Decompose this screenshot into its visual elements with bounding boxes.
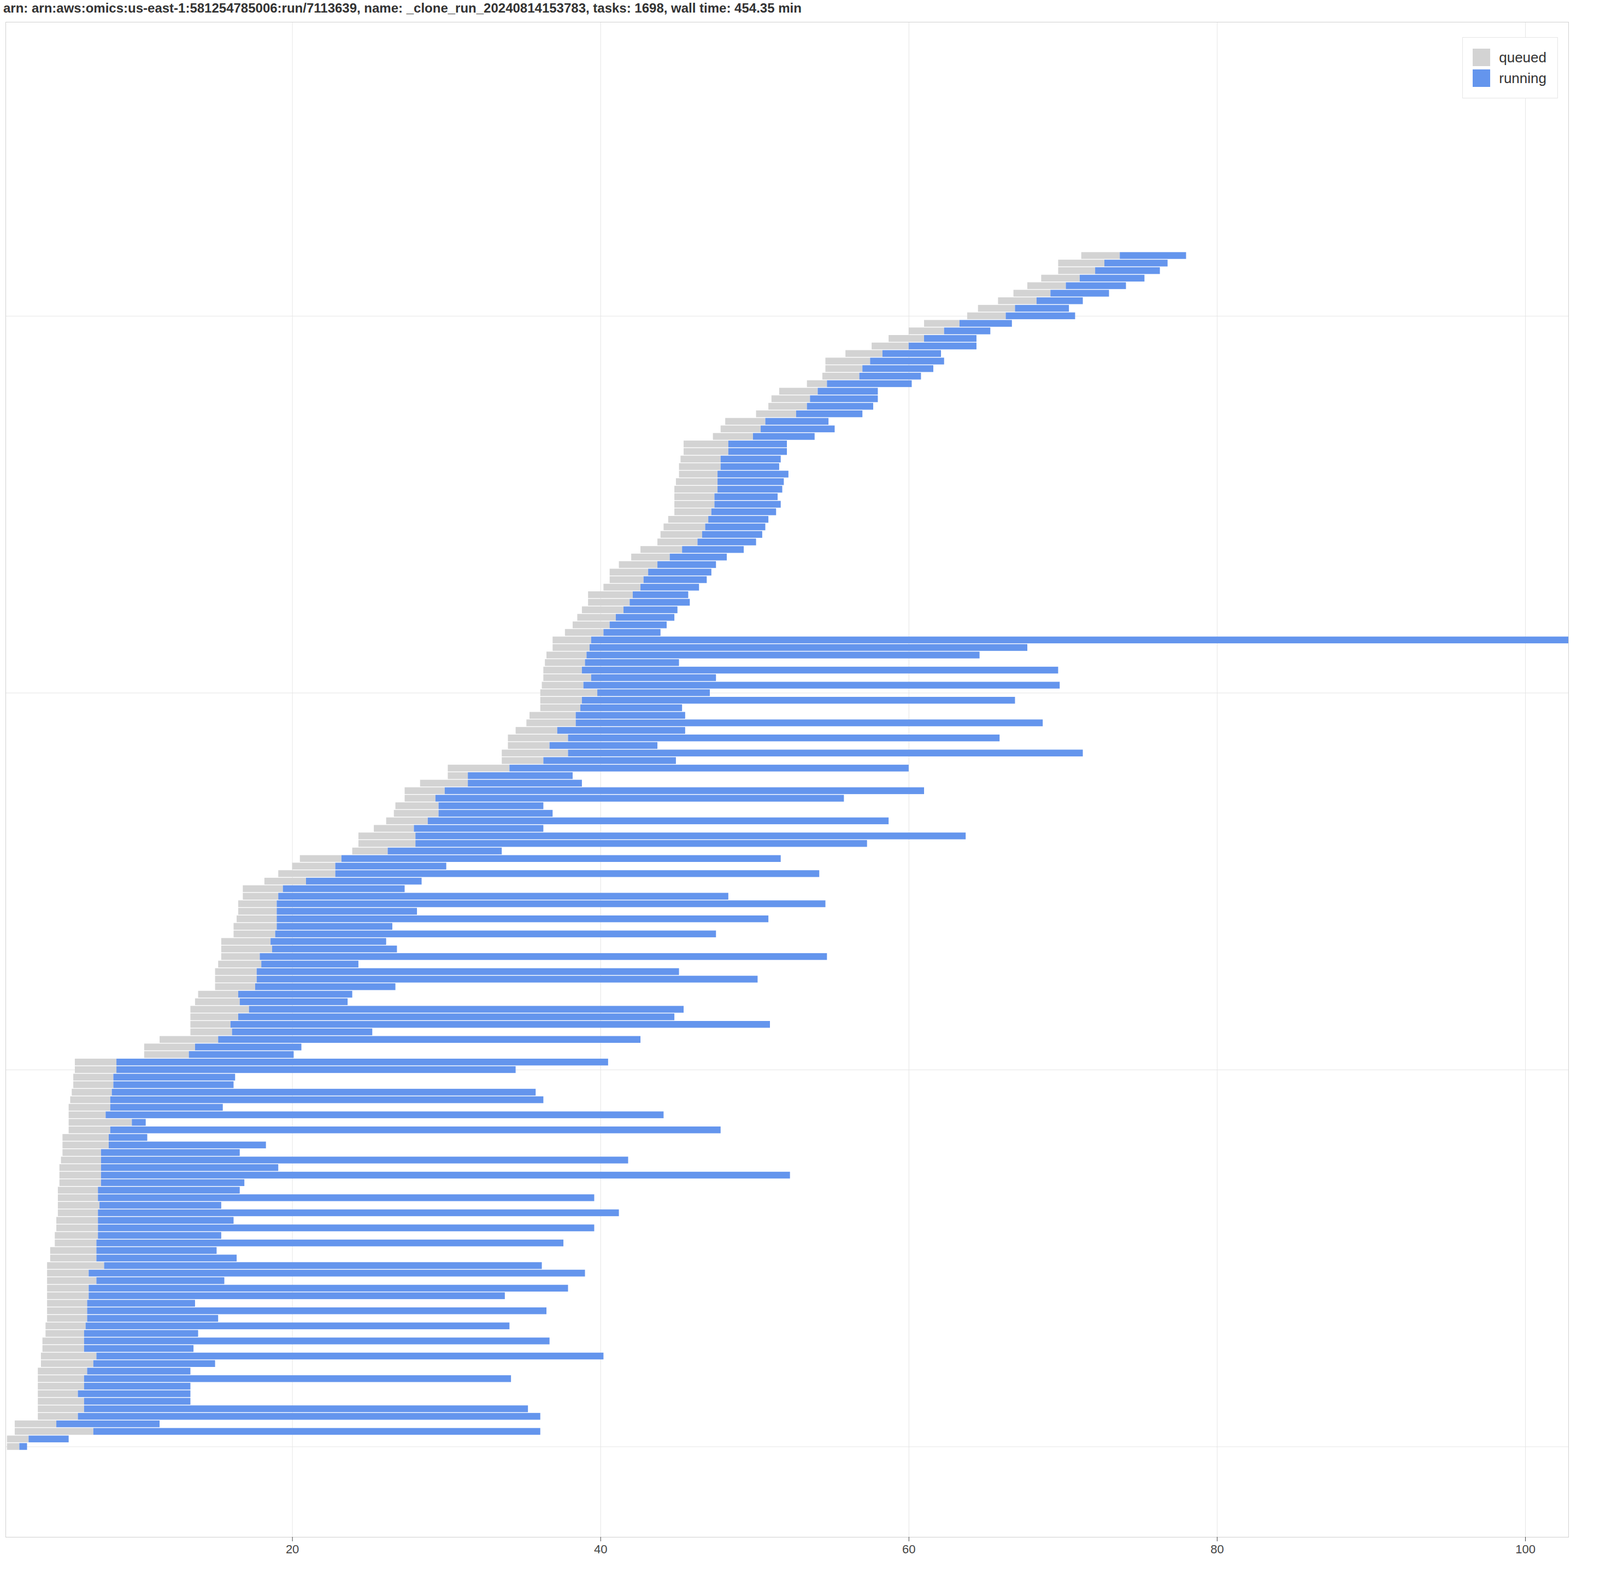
svg-text:60: 60 [902, 1542, 916, 1556]
svg-text:20: 20 [285, 1542, 299, 1556]
svg-text:40: 40 [593, 1542, 608, 1556]
html-text:arn: arn:aws:omics:us-east-1:5: arn: arn:aws:omics:us-east-1:58125478500… [3, 0, 802, 16]
svg-text:100: 100 [1515, 1542, 1536, 1556]
html-text:queued: queued [1499, 48, 1547, 66]
html-text:running: running [1499, 69, 1547, 87]
svg-text:80: 80 [1210, 1542, 1224, 1556]
